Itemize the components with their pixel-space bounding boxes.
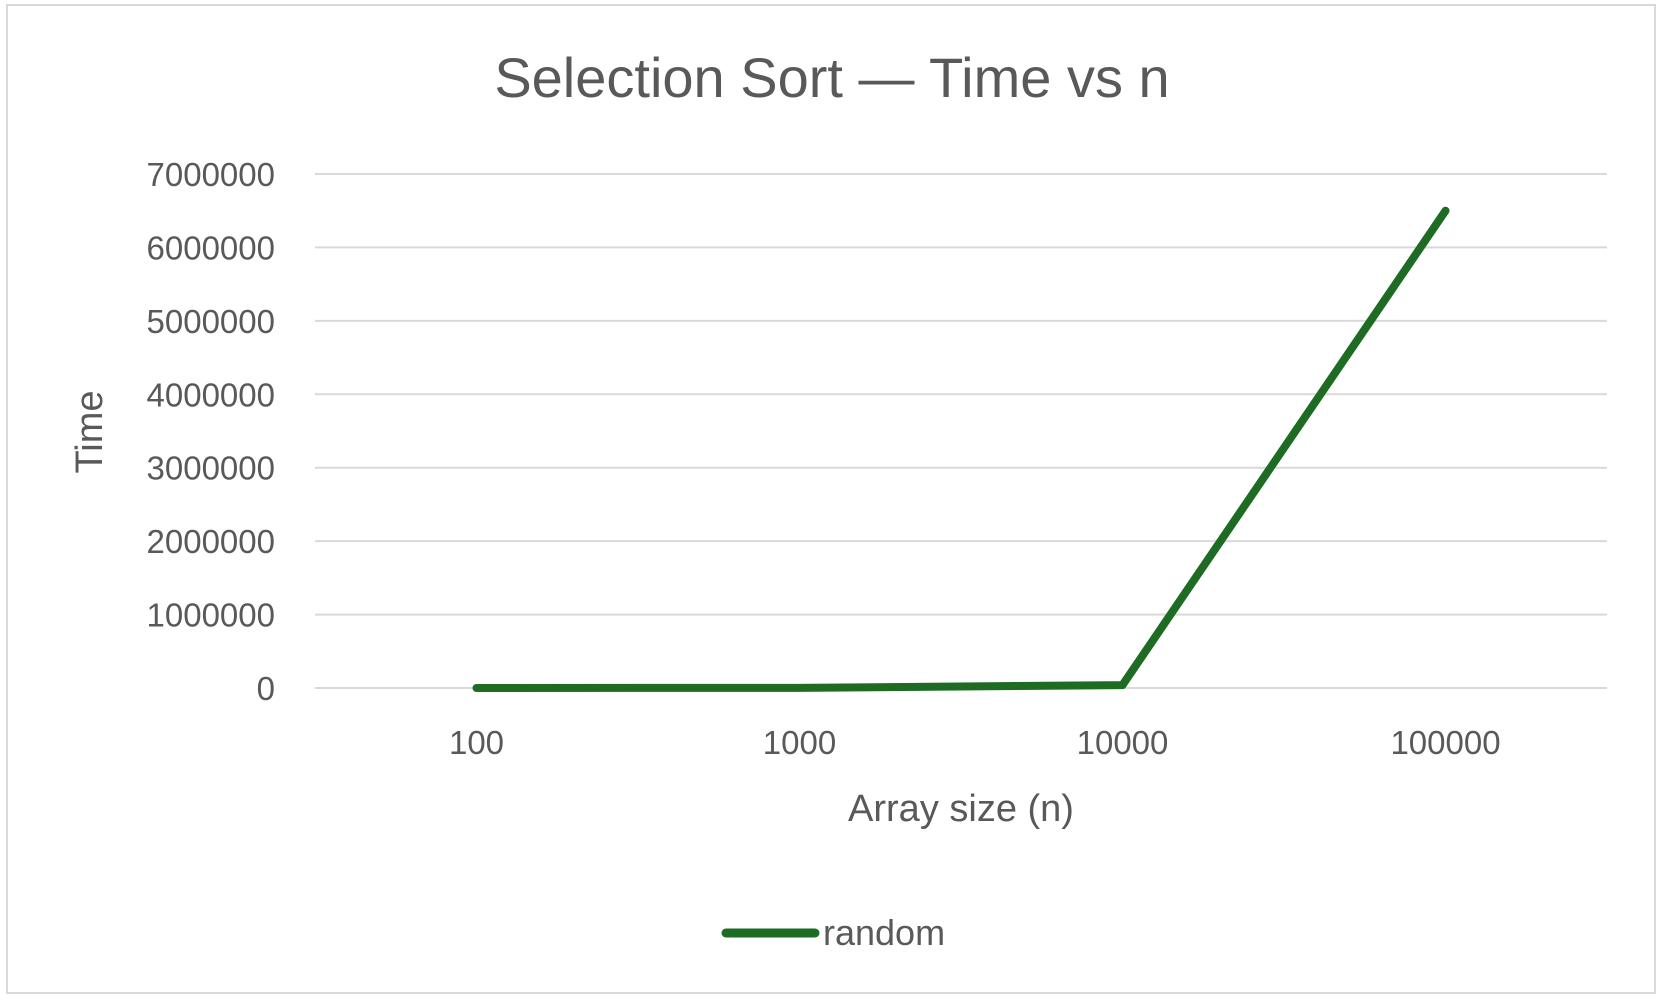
y-tick-label: 4000000 (147, 376, 275, 413)
x-tick-labels: 100 1000 10000 100000 (449, 724, 1501, 761)
series-lines (472, 206, 1450, 692)
y-tick-label: 6000000 (147, 229, 275, 266)
chart-title: Selection Sort — Time vs n (494, 46, 1169, 109)
x-tick-label: 1000 (763, 724, 836, 761)
x-tick-label: 100000 (1390, 724, 1500, 761)
y-tick-label: 7000000 (147, 156, 275, 193)
x-tick-label: 100 (449, 724, 504, 761)
y-tick-label: 3000000 (147, 450, 275, 487)
legend: random (721, 912, 945, 953)
x-axis-title: Array size (n) (848, 788, 1074, 830)
y-tick-label: 5000000 (147, 303, 275, 340)
series-line-random (472, 206, 1450, 692)
y-tick-labels: 0 1000000 2000000 3000000 4000000 5000000 6000… (147, 156, 275, 707)
y-tick-label: 0 (257, 670, 275, 707)
x-tick-label: 10000 (1077, 724, 1169, 761)
y-axis-title: Time (69, 390, 111, 473)
y-tick-label: 1000000 (147, 597, 275, 634)
y-tick-label: 2000000 (147, 523, 275, 560)
chart-frame (6, 4, 1656, 994)
legend-label-random: random (823, 912, 945, 953)
